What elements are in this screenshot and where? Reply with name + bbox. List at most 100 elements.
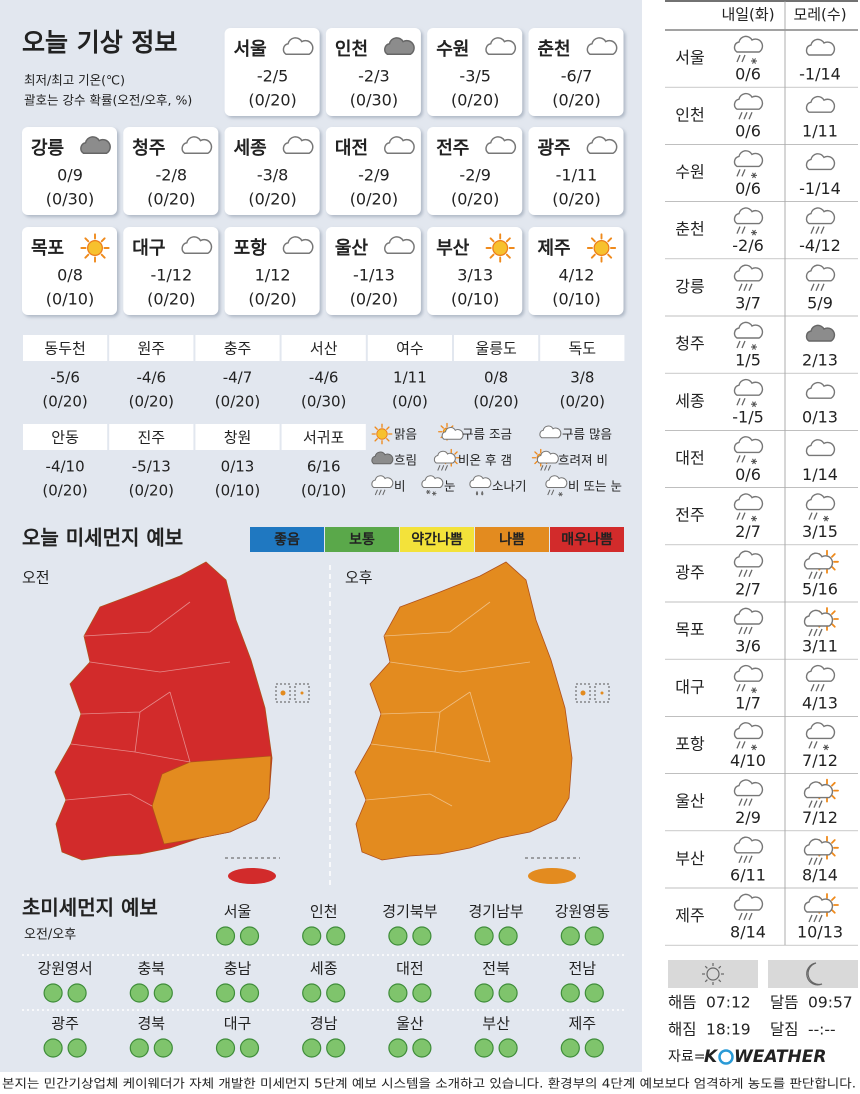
rain-line [818, 571, 823, 580]
legend-label: 맑음 [394, 427, 417, 442]
cloud [805, 264, 836, 282]
dust-status [474, 1038, 494, 1058]
cloud [805, 95, 836, 113]
precipitation: (0/20) [552, 91, 600, 110]
legend-label: 구름 조금 [462, 427, 512, 442]
region-name: 강원영서 [37, 960, 92, 978]
sun-ray [831, 909, 836, 914]
rain-line [813, 914, 818, 923]
temperature: -1/5 [732, 408, 764, 427]
snow-mark [752, 515, 756, 522]
weather-icon [733, 722, 764, 751]
rain-line [741, 54, 746, 63]
legend-label: 흐려져 비 [558, 453, 608, 468]
logo-ring [718, 1049, 734, 1065]
dust-status [239, 926, 260, 946]
source-logo: WEATHER [734, 1047, 826, 1067]
cloud [805, 207, 836, 225]
sun-ray [831, 553, 836, 558]
temperature: 0/6 [735, 465, 761, 484]
sun-ray [831, 610, 836, 615]
sun-symbol [706, 967, 720, 981]
footer-note: 본지는 민간기상업체 케이웨더가 자체 개발한 미세먼지 5단계 예보 시스템을… [2, 1077, 856, 1091]
rain-line [748, 798, 753, 806]
city-name: 대구 [675, 677, 704, 696]
weather-icon [805, 153, 836, 171]
weather-icon [733, 607, 764, 635]
city-name: 울산 [675, 792, 705, 811]
rain-line [374, 489, 378, 496]
dust-status [153, 983, 173, 1003]
legend-label: 비 또는 눈 [568, 479, 622, 494]
cloud [733, 607, 764, 625]
dust-status [388, 926, 408, 946]
jeju [528, 868, 576, 884]
sun-ray [607, 237, 613, 243]
cloud [805, 38, 836, 56]
cloud [384, 136, 415, 154]
region-name: 경남 [310, 1015, 338, 1033]
snow-mark [752, 229, 756, 236]
city-name: 강릉 [675, 277, 704, 296]
sun-ray [831, 851, 836, 857]
snow-mark [824, 744, 828, 751]
precipitation: (0/20) [560, 393, 605, 411]
city-name: 광주 [538, 138, 571, 159]
weather-icon [805, 38, 836, 56]
cloud [441, 427, 464, 440]
region-name: 경기북부 [382, 903, 437, 921]
rain-line [813, 628, 818, 637]
weather-icon [539, 425, 562, 439]
temperature: -1/14 [799, 65, 841, 84]
note: 최저/최고 기온(℃) [24, 73, 125, 88]
sun-ray [454, 451, 458, 455]
rain-line [736, 169, 741, 177]
dust-map [354, 561, 610, 884]
rain-line [815, 283, 820, 292]
weather-icon [805, 207, 836, 234]
rain-line [813, 800, 818, 808]
precipitation: (0/0) [392, 393, 428, 411]
city-name: 춘천 [538, 39, 571, 60]
region [354, 561, 573, 861]
temperature: 0/6 [735, 122, 761, 141]
temperature: -5/6 [50, 369, 80, 387]
city-name: 포항 [234, 238, 268, 259]
sun-ray [489, 237, 495, 243]
rain-line [738, 912, 743, 921]
rain-line [748, 111, 753, 120]
rain-line [815, 226, 820, 234]
rain-line [738, 569, 743, 578]
weather-icon [805, 324, 836, 342]
dust-status [388, 983, 408, 1003]
cloud [733, 264, 764, 282]
weather-icon [733, 893, 764, 921]
precipitation: (0/20) [248, 290, 296, 309]
cloud [803, 895, 834, 913]
weather-icon [733, 664, 764, 694]
cloud [805, 324, 836, 342]
rain-line [378, 489, 382, 496]
dust-status [498, 983, 518, 1003]
city-name: 충주 [224, 340, 252, 358]
city-name: 수원 [436, 39, 469, 60]
city-name: 서울 [675, 48, 704, 67]
precipitation: (0/20) [248, 190, 296, 209]
sun-ray [386, 426, 390, 430]
weather-icon [805, 722, 836, 751]
cloud [805, 381, 836, 399]
cloud [433, 450, 456, 464]
city-name: 목포 [31, 238, 64, 259]
astro-time: 07:12 [706, 994, 751, 1012]
sun-ray [831, 794, 836, 800]
city-name: 부산 [436, 238, 470, 259]
weather-icon [181, 236, 213, 254]
drop [475, 491, 484, 496]
temperature: -4/10 [46, 458, 85, 476]
dust-status [129, 983, 149, 1003]
rain-line [808, 512, 813, 520]
region-name: 대구 [224, 1015, 252, 1033]
rain-line [736, 741, 741, 749]
rain-line [441, 465, 445, 471]
